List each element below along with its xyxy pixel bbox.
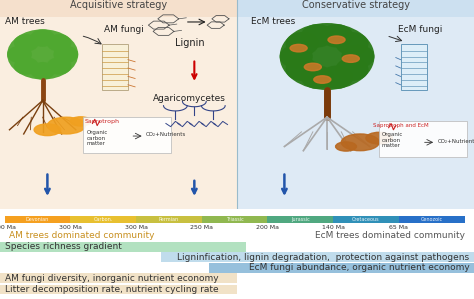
Bar — [333, 216, 399, 223]
Text: Lignin: Lignin — [175, 38, 204, 48]
Ellipse shape — [301, 65, 334, 89]
Text: Acquisitive strategy: Acquisitive strategy — [70, 0, 167, 10]
Text: Organic
carbon
matter: Organic carbon matter — [382, 132, 403, 149]
Text: EcM fungi abundance, organic nutrient economy: EcM fungi abundance, organic nutrient ec… — [248, 263, 469, 272]
Text: Devonian: Devonian — [26, 217, 49, 222]
Circle shape — [290, 44, 307, 52]
FancyBboxPatch shape — [83, 117, 171, 153]
Text: Cretaceous: Cretaceous — [352, 217, 380, 222]
Text: Permian: Permian — [159, 217, 179, 222]
Text: Jurassic: Jurassic — [291, 217, 310, 222]
Ellipse shape — [30, 29, 55, 47]
Ellipse shape — [46, 34, 72, 52]
FancyBboxPatch shape — [379, 121, 467, 157]
Circle shape — [70, 117, 91, 126]
Circle shape — [304, 63, 321, 71]
Text: Saprotroph and EcM: Saprotroph and EcM — [373, 123, 428, 129]
Text: AM fungi diversity, inorganic nutrient economy: AM fungi diversity, inorganic nutrient e… — [5, 274, 219, 283]
Text: Agaricomycetes: Agaricomycetes — [153, 94, 226, 103]
Text: 400 Ma: 400 Ma — [0, 225, 16, 230]
Bar — [136, 216, 202, 223]
Ellipse shape — [7, 46, 32, 63]
Circle shape — [336, 142, 356, 151]
Text: AM trees: AM trees — [5, 17, 45, 26]
Ellipse shape — [280, 23, 374, 90]
Circle shape — [328, 36, 345, 44]
Bar — [202, 216, 267, 223]
Ellipse shape — [301, 24, 334, 48]
Ellipse shape — [285, 58, 319, 81]
Ellipse shape — [320, 24, 353, 48]
Text: Saprotroph: Saprotroph — [84, 119, 119, 124]
Text: AM trees dominated community: AM trees dominated community — [9, 231, 155, 240]
Bar — [237, 0, 474, 209]
Circle shape — [34, 124, 61, 136]
Text: Triassic: Triassic — [226, 217, 244, 222]
Text: 300 Ma: 300 Ma — [125, 225, 147, 230]
Bar — [71, 216, 136, 223]
Circle shape — [366, 132, 392, 144]
Text: 200 Ma: 200 Ma — [256, 225, 279, 230]
Text: 300 Ma: 300 Ma — [59, 225, 82, 230]
Bar — [237, 0, 474, 17]
Bar — [0, 0, 237, 17]
Ellipse shape — [14, 34, 39, 52]
Ellipse shape — [336, 58, 369, 81]
FancyBboxPatch shape — [102, 44, 128, 90]
Text: Litter decomposition rate, nutrient cycling rate: Litter decomposition rate, nutrient cycl… — [5, 285, 219, 294]
FancyBboxPatch shape — [401, 44, 427, 90]
Bar — [399, 216, 465, 223]
Text: Carbon.: Carbon. — [94, 217, 113, 222]
Text: Ligninfication, lignin degradation,  protection against pathogens: Ligninfication, lignin degradation, prot… — [177, 253, 469, 262]
Text: AM fungi: AM fungi — [104, 25, 144, 34]
Text: CO₂+Nutrients: CO₂+Nutrients — [438, 139, 474, 144]
Text: EcM fungi: EcM fungi — [398, 25, 443, 34]
Ellipse shape — [14, 57, 39, 75]
Text: Organic
carbon
matter: Organic carbon matter — [86, 130, 108, 147]
Ellipse shape — [280, 45, 313, 68]
Bar — [209, 263, 474, 273]
Text: Cenozoic: Cenozoic — [420, 217, 443, 222]
Text: EcM trees dominated community: EcM trees dominated community — [315, 231, 465, 240]
Ellipse shape — [46, 57, 72, 75]
Ellipse shape — [285, 32, 319, 55]
Text: EcM trees: EcM trees — [251, 17, 295, 26]
Text: 250 Ma: 250 Ma — [190, 225, 213, 230]
Circle shape — [47, 117, 85, 134]
Text: CO₂+Nutrients: CO₂+Nutrients — [146, 132, 186, 138]
Text: 140 Ma: 140 Ma — [322, 225, 345, 230]
Ellipse shape — [30, 62, 55, 80]
Ellipse shape — [336, 32, 369, 55]
Bar — [5, 216, 71, 223]
Bar — [161, 252, 474, 262]
Bar — [0, 273, 237, 283]
Text: Conservative strategy: Conservative strategy — [301, 0, 410, 10]
Ellipse shape — [320, 65, 353, 89]
Bar — [0, 0, 237, 209]
Circle shape — [342, 55, 359, 62]
Bar — [0, 285, 237, 295]
Ellipse shape — [7, 29, 78, 80]
Circle shape — [314, 76, 331, 83]
Bar — [0, 242, 246, 251]
Text: Species richness gradient: Species richness gradient — [5, 242, 122, 251]
Ellipse shape — [341, 45, 374, 68]
Circle shape — [341, 134, 379, 151]
Ellipse shape — [53, 46, 78, 63]
Bar — [267, 216, 333, 223]
Text: 65 Ma: 65 Ma — [389, 225, 408, 230]
